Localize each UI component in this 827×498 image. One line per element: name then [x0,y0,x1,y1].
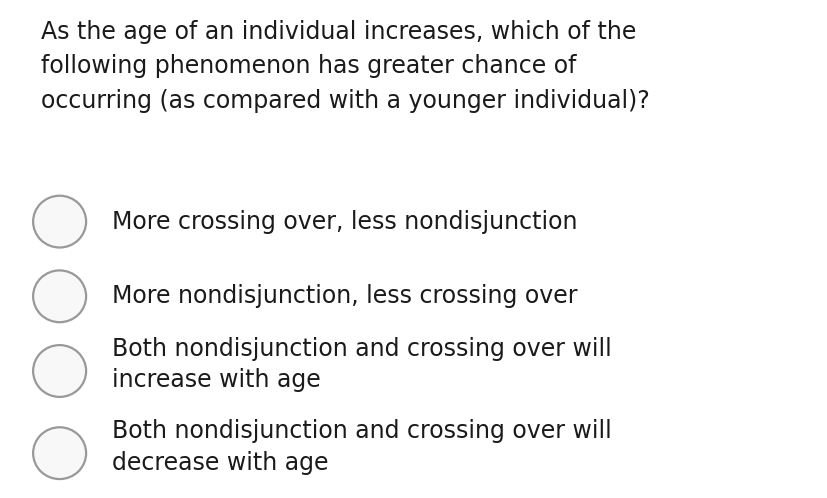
Ellipse shape [33,196,86,248]
Ellipse shape [33,427,86,479]
Text: Both nondisjunction and crossing over will
decrease with age: Both nondisjunction and crossing over wi… [112,419,611,475]
Text: More crossing over, less nondisjunction: More crossing over, less nondisjunction [112,210,576,234]
Text: Both nondisjunction and crossing over will
increase with age: Both nondisjunction and crossing over wi… [112,337,611,392]
Ellipse shape [33,270,86,322]
Ellipse shape [33,345,86,397]
Text: More nondisjunction, less crossing over: More nondisjunction, less crossing over [112,284,576,308]
Text: As the age of an individual increases, which of the
following phenomenon has gre: As the age of an individual increases, w… [41,20,649,113]
